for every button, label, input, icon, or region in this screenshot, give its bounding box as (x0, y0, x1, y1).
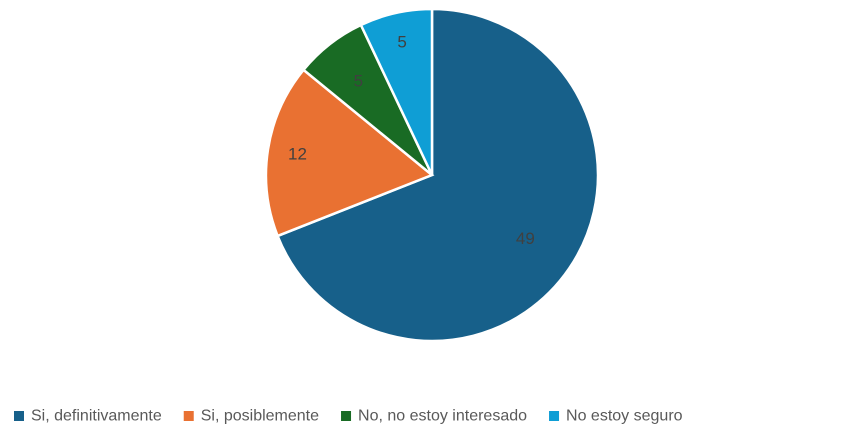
legend-label-2: Si, posiblemente (201, 408, 319, 425)
data-label-1: 49 (516, 229, 535, 248)
legend-label-4: No estoy seguro (566, 408, 683, 425)
legend-swatch-2 (183, 411, 194, 421)
pie-slice-4 (359, 7, 434, 176)
legend-label-3: No, no estoy interesado (358, 408, 527, 425)
legend-swatch-1 (14, 411, 24, 421)
data-label-4: 5 (397, 33, 406, 52)
pie-slice-2 (264, 68, 435, 238)
legend-swatch-4 (549, 411, 560, 421)
legend-swatch-3 (341, 411, 352, 421)
legend-item-2: Si, posiblemente (183, 408, 319, 425)
legend-label-1: Si, definitivamente (31, 408, 162, 425)
legend-item-1: Si, definitivamente (14, 408, 162, 425)
data-label-2: 12 (288, 145, 307, 164)
legend: Si, definitivamente Si, posiblemente No, n… (14, 408, 683, 425)
pie-data-labels: 49 12 5 5 (288, 33, 535, 248)
pie-slice-1 (275, 7, 600, 343)
legend-item-3: No, no estoy interesado (341, 408, 527, 425)
data-label-3: 5 (354, 71, 363, 90)
legend-item-4: No estoy seguro (549, 408, 683, 425)
pie-slices (264, 7, 600, 343)
